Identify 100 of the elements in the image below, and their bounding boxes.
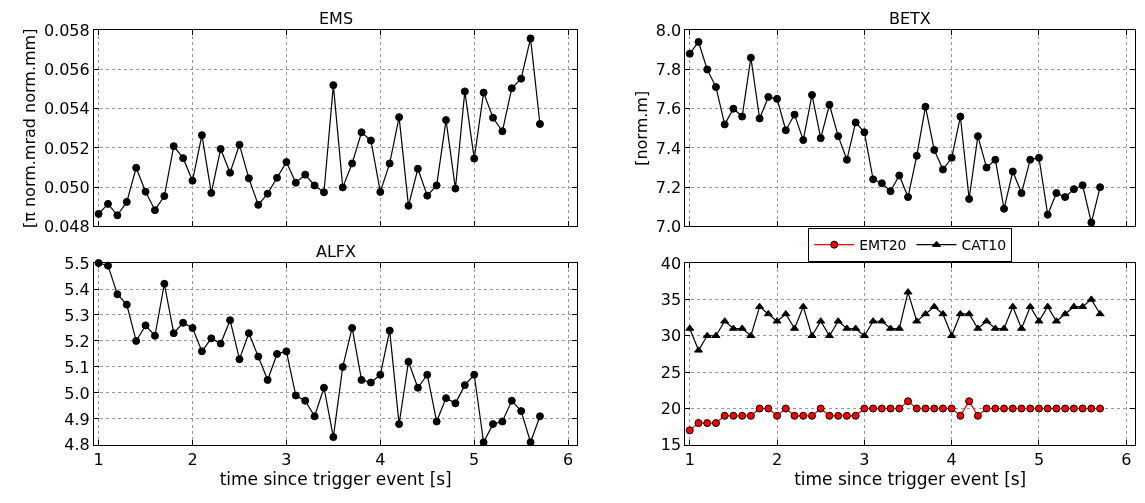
x-tick-label: 4 xyxy=(375,450,386,470)
point xyxy=(965,194,974,203)
point xyxy=(1034,404,1043,413)
point xyxy=(720,317,730,324)
chart-title: EMS xyxy=(319,9,354,28)
point xyxy=(938,309,948,317)
y-tick-label: 5.2 xyxy=(64,331,90,351)
point xyxy=(1017,189,1026,198)
point xyxy=(860,404,869,413)
point xyxy=(517,74,526,83)
point xyxy=(991,155,1000,164)
point xyxy=(746,411,755,420)
y-tick-label: 5.4 xyxy=(64,279,90,299)
x-tick-label: 5 xyxy=(469,450,480,470)
point xyxy=(1061,193,1070,202)
point xyxy=(703,419,712,428)
point xyxy=(150,206,159,215)
point xyxy=(781,309,791,317)
point xyxy=(798,302,808,309)
point xyxy=(357,375,366,384)
point xyxy=(376,187,385,196)
point xyxy=(711,83,720,92)
point xyxy=(816,404,825,413)
point xyxy=(507,84,516,93)
point xyxy=(113,211,122,220)
point xyxy=(685,426,694,435)
point xyxy=(207,334,216,343)
point xyxy=(816,134,825,143)
point xyxy=(235,140,244,149)
y-tick-label: 25 xyxy=(660,362,682,382)
point xyxy=(413,164,422,173)
point xyxy=(930,404,939,413)
y-axis-title: [norm.m] xyxy=(631,90,651,166)
point xyxy=(1008,404,1017,413)
point xyxy=(956,411,965,420)
point xyxy=(432,417,441,426)
point xyxy=(329,81,338,90)
point xyxy=(273,349,282,358)
point xyxy=(930,145,939,154)
point xyxy=(319,383,328,392)
legend-label: CAT10 xyxy=(961,237,1007,254)
point xyxy=(460,381,469,390)
point xyxy=(886,404,895,413)
y-tick-label: 5.0 xyxy=(64,383,90,403)
point xyxy=(338,183,347,192)
point xyxy=(507,396,516,405)
y-tick-label: 20 xyxy=(660,399,682,419)
point xyxy=(1017,404,1026,413)
point xyxy=(807,90,816,99)
point xyxy=(282,158,291,167)
point xyxy=(807,411,816,420)
point xyxy=(338,362,347,371)
point xyxy=(1069,404,1078,413)
point xyxy=(755,302,765,309)
point xyxy=(877,179,886,188)
point xyxy=(385,159,394,168)
point xyxy=(319,188,328,197)
x-tick-label: 3 xyxy=(281,450,292,470)
point xyxy=(1043,404,1052,413)
point xyxy=(790,411,799,420)
point xyxy=(973,132,982,141)
point xyxy=(113,290,122,299)
point xyxy=(973,324,983,331)
point xyxy=(965,397,974,406)
point xyxy=(755,114,764,123)
point xyxy=(973,411,982,420)
point xyxy=(685,49,694,58)
point xyxy=(273,173,282,182)
point xyxy=(460,87,469,96)
point xyxy=(470,154,479,163)
point xyxy=(912,151,921,160)
point xyxy=(834,132,843,141)
point xyxy=(413,383,422,392)
point xyxy=(711,331,721,339)
y-tick-label: 15 xyxy=(660,435,682,455)
point xyxy=(104,199,112,208)
point xyxy=(763,309,773,317)
point xyxy=(1061,404,1070,413)
point xyxy=(816,317,826,324)
point xyxy=(357,128,366,137)
point xyxy=(685,324,695,331)
point xyxy=(1008,302,1018,309)
point xyxy=(348,323,357,332)
point xyxy=(197,131,206,140)
point xyxy=(535,120,544,128)
y-tick-label: 0.048 xyxy=(43,217,90,237)
point xyxy=(999,324,1009,331)
point xyxy=(141,321,150,330)
point xyxy=(869,175,878,184)
point xyxy=(729,411,738,420)
point xyxy=(498,417,507,426)
point xyxy=(122,197,131,206)
point xyxy=(301,170,310,179)
point xyxy=(807,331,817,339)
point xyxy=(479,88,488,97)
point xyxy=(964,309,974,317)
point xyxy=(694,37,703,46)
point xyxy=(912,404,921,413)
point xyxy=(160,192,169,201)
y-tick-label: 8.0 xyxy=(655,20,682,40)
